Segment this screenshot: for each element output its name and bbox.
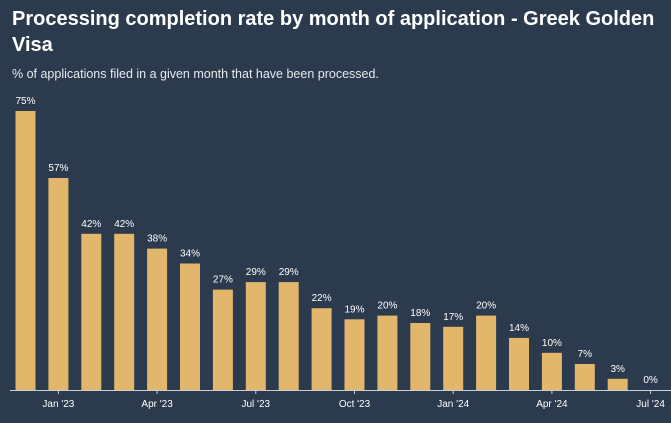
chart-title: Processing completion rate by month of a… [12,8,655,56]
value-label-12: 18% [410,308,430,319]
value-label-0: 75% [15,96,35,107]
bar-13 [443,326,464,390]
x-ticks-group: Jan '23 Apr '23 Jul '23 Oct '23 Jan '24 Apr '… [42,390,665,410]
bar-2 [81,233,102,390]
x-tick-label-0: Jan '23 [42,399,74,410]
value-label-5: 34% [180,249,200,260]
x-tick-label-4: Jan '24 [437,399,469,410]
value-label-8: 29% [279,267,299,278]
bar-12 [410,323,431,390]
bar-16 [541,352,562,390]
value-label-14: 20% [476,301,496,312]
bar-17 [574,364,595,390]
x-tick-label-1: Apr '23 [141,399,173,410]
value-label-18: 3% [610,364,625,375]
bar-0 [15,111,36,390]
bar-15 [509,337,529,390]
bar-3 [114,233,135,390]
bar-18 [607,378,628,390]
value-label-19: 0% [643,375,658,386]
value-labels-group: 75% 57% 42% 42% 38% 34% 27% 29% 29% 22% 19% 20% 18% 1… [15,96,657,386]
bar-7 [245,282,266,390]
bar-8 [278,282,299,390]
bar-10 [344,319,365,390]
bar-5 [180,263,200,390]
bar-9 [311,308,332,390]
bar-1 [48,178,69,390]
value-label-2: 42% [81,219,101,230]
value-label-7: 29% [246,267,266,278]
value-label-4: 38% [147,234,167,245]
bar-11 [377,315,398,390]
x-tick-label-6: Jul '24 [636,399,665,410]
value-label-17: 7% [578,349,593,360]
value-label-16: 10% [542,338,562,349]
bars-group [15,111,661,391]
value-label-6: 27% [213,275,233,286]
value-label-1: 57% [48,163,68,174]
bar-4 [147,248,168,390]
value-label-3: 42% [114,219,134,230]
value-label-9: 22% [312,293,332,304]
chart-subtitle: % of applications filed in a given month… [12,67,379,81]
value-label-10: 19% [344,304,364,315]
value-label-11: 20% [377,301,397,312]
value-label-15: 14% [509,323,529,334]
bar-14 [476,315,497,390]
value-label-13: 17% [443,312,463,323]
bar-6 [212,289,233,390]
x-tick-label-3: Oct '23 [339,399,371,410]
x-tick-label-5: Apr '24 [536,399,568,410]
x-tick-label-2: Jul '23 [242,399,271,410]
